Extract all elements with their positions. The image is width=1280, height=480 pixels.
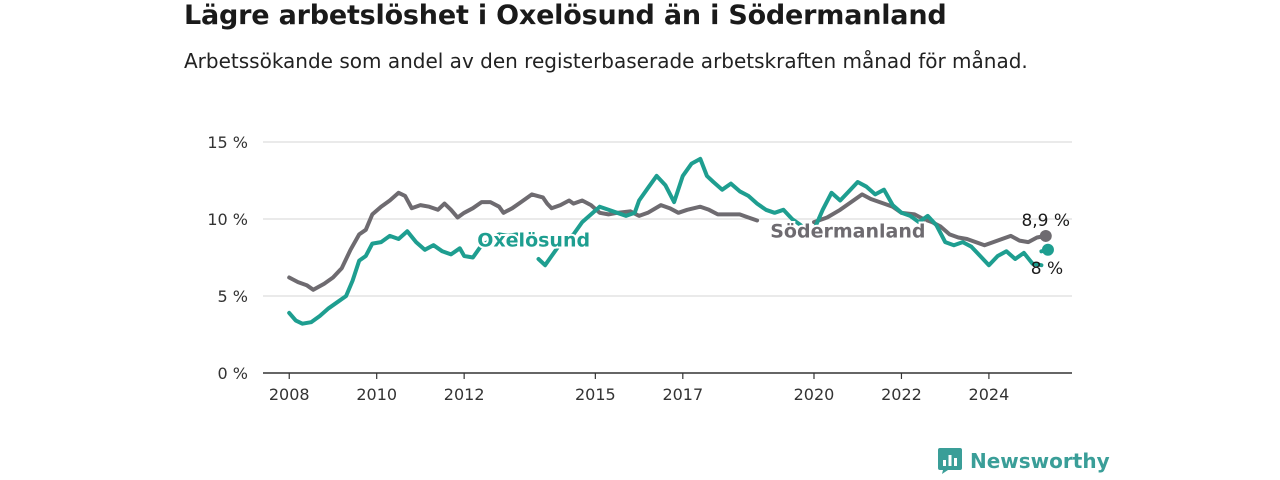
chart-title: Lägre arbetslöshet i Oxelösund än i Söde… (184, 0, 947, 31)
x-tick-label: 2017 (662, 385, 703, 404)
series-end-point (1039, 229, 1052, 242)
y-tick-label: 15 % (207, 133, 248, 152)
x-tick-label: 2020 (794, 385, 835, 404)
x-tick-label: 2010 (356, 385, 397, 404)
series-lines (287, 156, 1054, 326)
y-tick-label: 10 % (207, 210, 248, 229)
series-line (812, 180, 1044, 268)
brand-name: Newsworthy (970, 449, 1110, 473)
grid-lines (263, 141, 1072, 297)
x-tick-label: 2012 (444, 385, 485, 404)
y-axis: 0 % 5 % 10 % 15 % (207, 133, 248, 383)
y-tick-label: 5 % (218, 287, 248, 306)
series-södermanland (287, 190, 1052, 292)
x-tick-label: 2024 (969, 385, 1010, 404)
series-end-point (1041, 243, 1054, 256)
chart-subtitle: Arbetssökande som andel av den registerb… (184, 49, 1028, 73)
series-line (812, 192, 1048, 248)
series-name-label: Södermanland (770, 220, 925, 242)
end-value-label: 8 % (1031, 259, 1063, 279)
brand: Newsworthy (938, 448, 1110, 474)
x-axis: 2008 2010 2012 2015 2017 2020 2022 2024 (263, 372, 1072, 404)
end-value-label: 8,9 % (1021, 211, 1070, 231)
newsworthy-logo-icon (938, 448, 962, 474)
series-line (287, 229, 519, 326)
series-labels: 8,9 % 8 % Oxelösund Södermanland (475, 211, 1070, 279)
series-oxelösund (287, 156, 1054, 326)
series-name-label: Oxelösund (477, 230, 590, 252)
series-line (287, 190, 760, 292)
series-line (536, 156, 803, 268)
y-tick-label: 0 % (218, 364, 248, 383)
x-tick-label: 2015 (575, 385, 616, 404)
x-tick-label: 2022 (881, 385, 922, 404)
x-tick-label: 2008 (269, 385, 310, 404)
